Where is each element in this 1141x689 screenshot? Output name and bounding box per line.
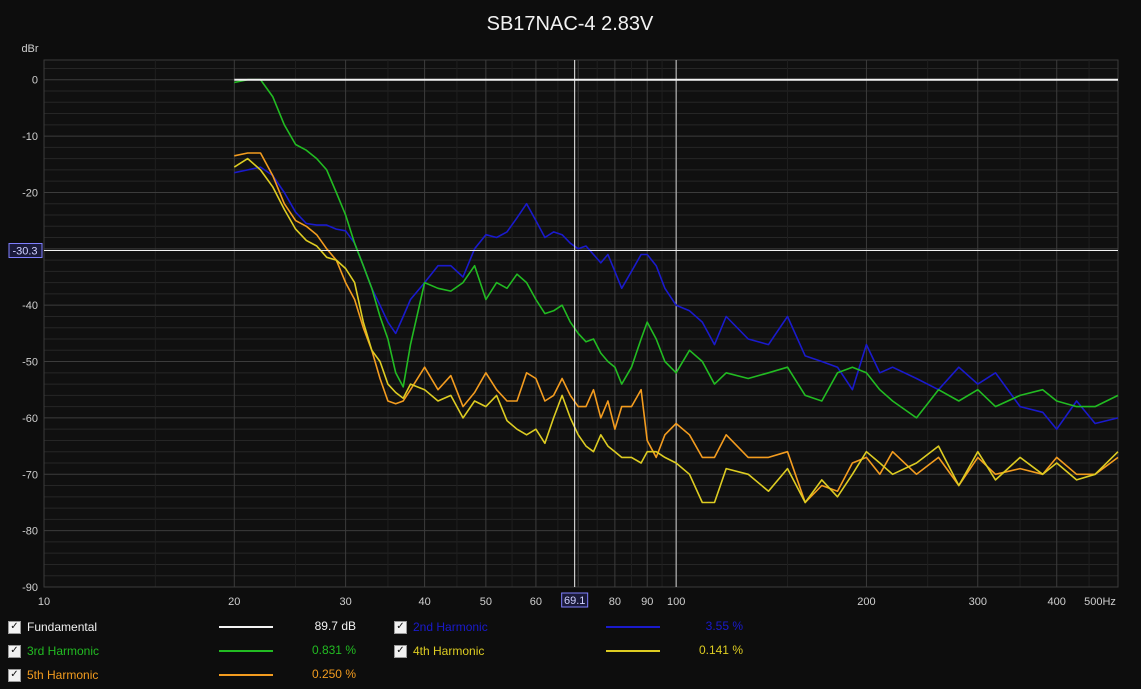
cursor[interactable]: -30.3 69.1 (8, 60, 1118, 608)
cursor-y-readout: -30.3 (12, 246, 37, 258)
x-tick-label: 300 (969, 596, 987, 608)
legend-item-3rd-harmonic[interactable]: ✓ 3rd Harmonic (8, 642, 99, 660)
legend-swatch-5th-harmonic (219, 674, 273, 676)
legend-item-5th-harmonic[interactable]: ✓ 5th Harmonic (8, 666, 98, 684)
legend-label-3rd-harmonic: 3rd Harmonic (27, 644, 100, 658)
series-line-3rd-harmonic (234, 78, 1119, 419)
legend-label-5th-harmonic: 5th Harmonic (27, 668, 99, 682)
cursor-x-readout: 69.1 (564, 595, 585, 607)
legend-label-4th-harmonic: 4th Harmonic (413, 644, 485, 658)
series-line-5th-harmonic (234, 152, 1119, 504)
legend-label-2nd-harmonic: 2nd Harmonic (413, 620, 488, 634)
x-tick-label: 100 (667, 596, 685, 608)
x-tick-label: 60 (530, 596, 542, 608)
y-tick-label: -40 (22, 300, 38, 312)
x-tick-label: 10 (38, 596, 50, 608)
x-axis-ticks: 10 20 30 40 50 60 80 90 100 200 300 400 500Hz (38, 596, 1116, 608)
legend-item-4th-harmonic[interactable]: ✓ 4th Harmonic (394, 642, 484, 660)
legend-swatch-3rd-harmonic (219, 650, 273, 652)
legend-value-5th-harmonic: 0.250 % (311, 667, 356, 681)
legend-value-4th-harmonic: 0.141 % (698, 643, 743, 657)
y-axis-unit-label: dBr (21, 43, 38, 55)
checkbox-fundamental[interactable]: ✓ (8, 620, 21, 634)
cursor-x-readout-box (561, 592, 589, 608)
chart-title: SB17NAC-4 2.83V (487, 13, 654, 35)
x-tick-label: 30 (339, 596, 351, 608)
x-tick-label: 500Hz (1084, 596, 1116, 608)
y-tick-label: -20 (22, 187, 38, 199)
cursor-y-readout-box (8, 243, 43, 259)
y-tick-label: -90 (22, 582, 38, 594)
y-axis-ticks: 0-10-20-30-40-50-60-70-80-90 (22, 75, 38, 594)
checkbox-4th-harmonic[interactable]: ✓ (394, 644, 407, 658)
legend-swatch-2nd-harmonic (606, 626, 660, 628)
x-tick-label: 50 (480, 596, 492, 608)
series-line-4th-harmonic (233, 157, 1119, 504)
legend-swatch-4th-harmonic (606, 650, 660, 652)
legend-swatch-fundamental (219, 626, 273, 628)
legend-value-3rd-harmonic: 0.831 % (311, 643, 356, 657)
x-tick-label: 80 (609, 596, 621, 608)
y-tick-label: -70 (22, 469, 38, 481)
x-tick-label: 90 (641, 596, 653, 608)
legend-value-2nd-harmonic: 3.55 % (705, 619, 743, 633)
legend-item-fundamental[interactable]: ✓ Fundamental (8, 618, 97, 636)
y-tick-label: -10 (22, 131, 38, 143)
y-tick-label: 0 (32, 75, 38, 87)
legend-label-fundamental: Fundamental (27, 620, 98, 634)
legend-item-2nd-harmonic[interactable]: ✓ 2nd Harmonic (394, 618, 488, 636)
checkbox-5th-harmonic[interactable]: ✓ (8, 668, 21, 682)
x-tick-label: 40 (418, 596, 430, 608)
x-tick-label: 200 (857, 596, 875, 608)
checkbox-2nd-harmonic[interactable]: ✓ (394, 620, 407, 634)
minor-grid (44, 60, 1118, 587)
y-tick-label: -50 (22, 357, 38, 369)
legend-value-fundamental: 89.7 dB (314, 619, 356, 633)
x-tick-label: 20 (228, 596, 240, 608)
major-grid (43, 60, 1119, 588)
checkbox-3rd-harmonic[interactable]: ✓ (8, 644, 21, 658)
x-tick-label: 400 (1048, 596, 1066, 608)
y-tick-label: -60 (22, 413, 38, 425)
y-tick-label: -80 (22, 526, 38, 538)
